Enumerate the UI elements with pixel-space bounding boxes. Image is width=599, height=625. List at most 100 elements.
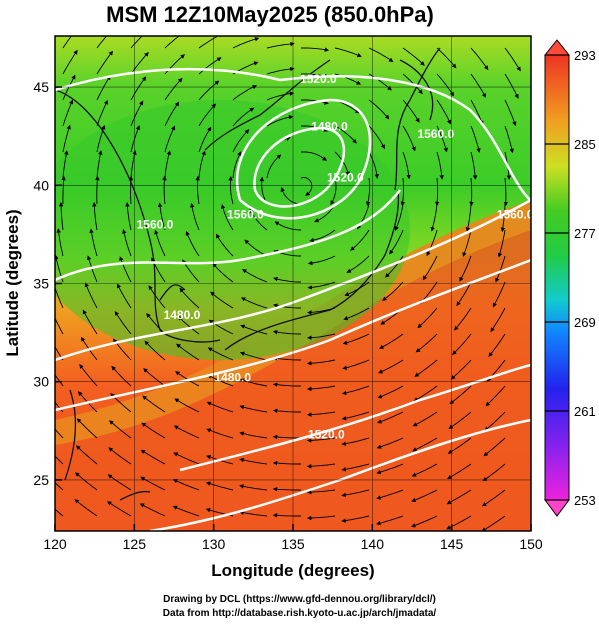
contour-label: 1480.0 <box>311 119 348 133</box>
streamline <box>454 307 472 331</box>
y-axis-label: Latitude (degrees) <box>3 209 22 356</box>
streamline <box>111 365 132 387</box>
streamline <box>62 74 76 101</box>
streamline <box>172 479 200 491</box>
streamline <box>240 297 268 309</box>
x-tick-label: 120 <box>43 536 67 552</box>
streamline <box>490 307 506 333</box>
streamline <box>173 425 200 439</box>
streamline <box>128 175 134 205</box>
streamline <box>368 151 379 179</box>
streamline <box>470 151 478 180</box>
streamline <box>244 239 268 257</box>
streamline <box>481 515 506 531</box>
streamline <box>301 47 330 52</box>
streamline <box>500 203 506 233</box>
streamline <box>143 368 166 387</box>
streamline <box>259 176 268 205</box>
streamline <box>334 47 362 58</box>
streamline <box>198 80 220 101</box>
streamline <box>447 437 472 454</box>
height-contours <box>55 67 531 531</box>
streamline <box>55 317 64 335</box>
streamline <box>74 472 98 491</box>
streamline <box>394 203 404 231</box>
x-tick-label: 125 <box>123 536 147 552</box>
streamline <box>470 99 484 126</box>
streamline <box>239 457 268 465</box>
streamline <box>272 460 301 466</box>
streamline <box>108 420 132 439</box>
streamline <box>172 505 200 517</box>
streamline <box>182 259 200 283</box>
streamline <box>413 385 438 402</box>
streamline <box>96 50 114 75</box>
streamline <box>198 150 206 179</box>
streamline <box>266 91 295 101</box>
streamline <box>56 228 64 257</box>
streamline <box>430 203 438 232</box>
streamline <box>162 175 167 205</box>
credit-line-1: Drawing by DCL (https://www.gfd-dennou.o… <box>163 594 436 605</box>
streamline <box>346 255 370 273</box>
streamline <box>164 77 183 101</box>
streamline <box>402 125 416 152</box>
streamline <box>195 175 200 205</box>
streamline <box>341 463 370 472</box>
streamline <box>107 474 132 491</box>
streamline <box>55 428 64 439</box>
streamline <box>504 73 519 99</box>
streamline <box>205 481 234 491</box>
y-tick-label: 25 <box>33 472 49 488</box>
streamline <box>365 177 371 206</box>
streamline <box>330 177 337 206</box>
streamline <box>377 385 404 399</box>
streamline <box>96 75 111 101</box>
streamline <box>75 445 98 465</box>
streamline <box>446 489 472 505</box>
streamline <box>164 150 171 179</box>
streamline <box>232 107 255 127</box>
streamline <box>239 351 268 361</box>
streamline <box>114 311 132 335</box>
streamline <box>448 411 472 430</box>
streamline <box>185 230 200 257</box>
streamline <box>249 208 268 231</box>
streamline <box>341 437 370 446</box>
streamline <box>272 434 301 440</box>
streamline <box>434 177 440 207</box>
streamline <box>503 177 509 207</box>
streamline <box>452 333 472 355</box>
streamline <box>343 307 370 321</box>
streamline <box>140 449 166 465</box>
streamline <box>274 221 302 231</box>
streamline <box>55 508 64 517</box>
streamline <box>306 385 336 392</box>
streamline <box>228 175 234 205</box>
streamline <box>239 404 268 413</box>
streamline <box>239 484 268 491</box>
streamline <box>436 73 455 97</box>
streamline <box>385 255 404 278</box>
streamline <box>504 47 521 72</box>
streamline <box>176 343 200 361</box>
streamline <box>96 99 108 127</box>
streamline <box>306 489 336 495</box>
streamline <box>206 401 234 413</box>
colorbar-top-arrow <box>543 39 571 56</box>
streamline <box>177 315 200 335</box>
streamline <box>306 411 336 417</box>
streamline <box>414 359 438 377</box>
streamline <box>280 186 302 205</box>
streamline <box>483 437 506 457</box>
streamline <box>272 356 301 361</box>
streamline <box>470 73 487 98</box>
streamline <box>504 99 517 127</box>
streamline <box>368 47 394 63</box>
streamline <box>368 125 385 150</box>
streamline <box>307 255 336 266</box>
streamline <box>190 202 200 231</box>
streamline <box>198 126 212 153</box>
streamline <box>415 333 438 353</box>
